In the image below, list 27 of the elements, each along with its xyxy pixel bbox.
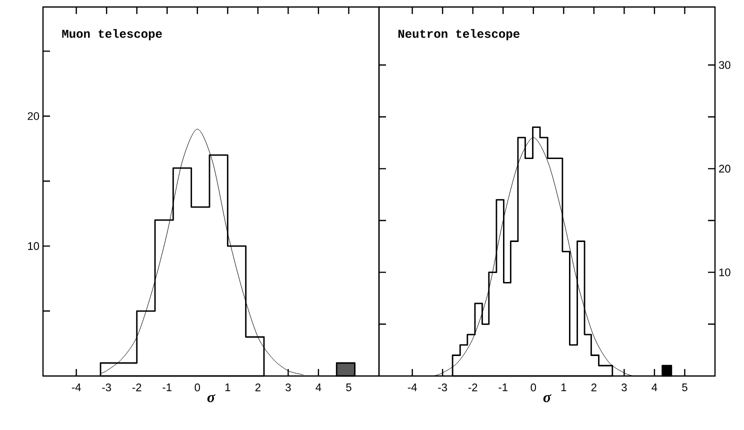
x-tick-label: -3 [102,384,111,392]
x-tick-label: 4 [652,384,658,392]
x-tick-label: -1 [498,384,508,392]
x-tick-label: 0 [194,384,200,392]
x-tick-label: 5 [682,384,688,392]
x-tick-label: 2 [255,384,260,392]
x-tick-label: -4 [408,384,417,392]
x-tick-label: -2 [468,384,478,392]
x-tick-label: 1 [561,384,566,392]
x-tick-label: 1 [225,384,230,392]
text: Muon telescope [62,29,162,40]
x-tick-label: -4 [72,384,81,392]
x-axis-title: σ [207,394,216,402]
y2-tick-label: 10 [719,268,730,276]
x-tick-label: -2 [132,384,142,392]
y2-tick-label: 20 [719,164,730,173]
x-tick-label: 2 [591,384,596,392]
x-tick-label: 4 [316,384,322,392]
x-tick-label: -3 [438,384,447,392]
text: Neutron telescope [398,29,520,40]
x-axis-title: σ [543,394,552,402]
y2-tick-label: 30 [718,61,730,69]
x-tick-label: 5 [346,384,352,392]
x-tick-label: 3 [622,384,627,392]
x-tick-label: 3 [286,384,291,392]
x-tick-label: -1 [162,384,172,392]
x-tick-label: 0 [530,384,536,392]
